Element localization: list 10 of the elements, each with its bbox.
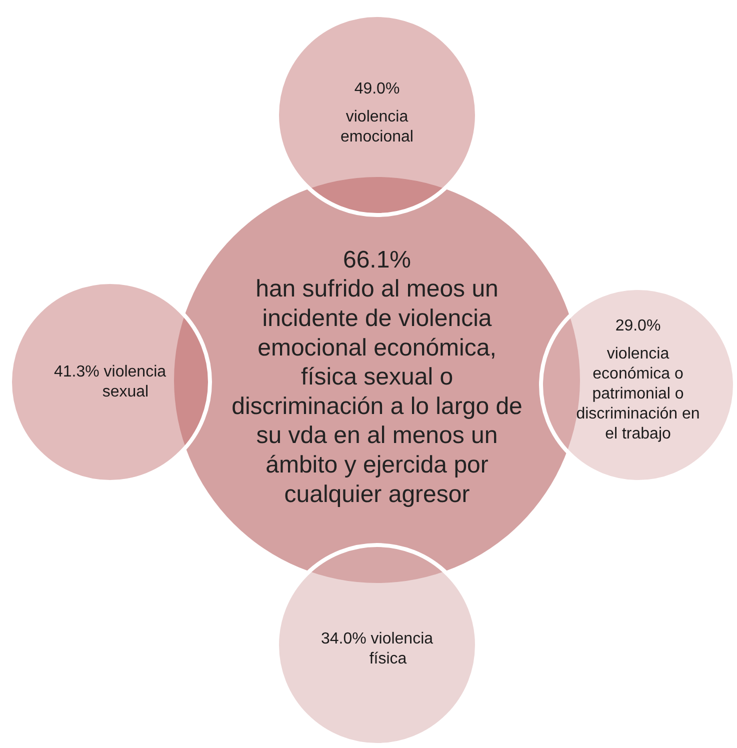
data-label: 49.0%: [354, 80, 400, 98]
category-label: han sufrido al meos un incidente de violencia emocional económica, física sexual o discriminación a lo largo de su vda en al menos un ámbito y ejercida por cualquier agresor: [232, 276, 522, 508]
category-label: violencia emocional: [340, 108, 414, 146]
data-label: 41.3%: [54, 363, 100, 380]
category-label: violencia económica o patrimonial o discriminación en el trabajo: [576, 345, 700, 442]
data-label: 66.1%: [342, 246, 412, 274]
data-label: 29.0%: [615, 317, 661, 334]
category-label: violencia sexual: [102, 363, 166, 400]
category-label: violencia física: [369, 630, 434, 668]
data-label: 34.0%: [320, 630, 366, 648]
